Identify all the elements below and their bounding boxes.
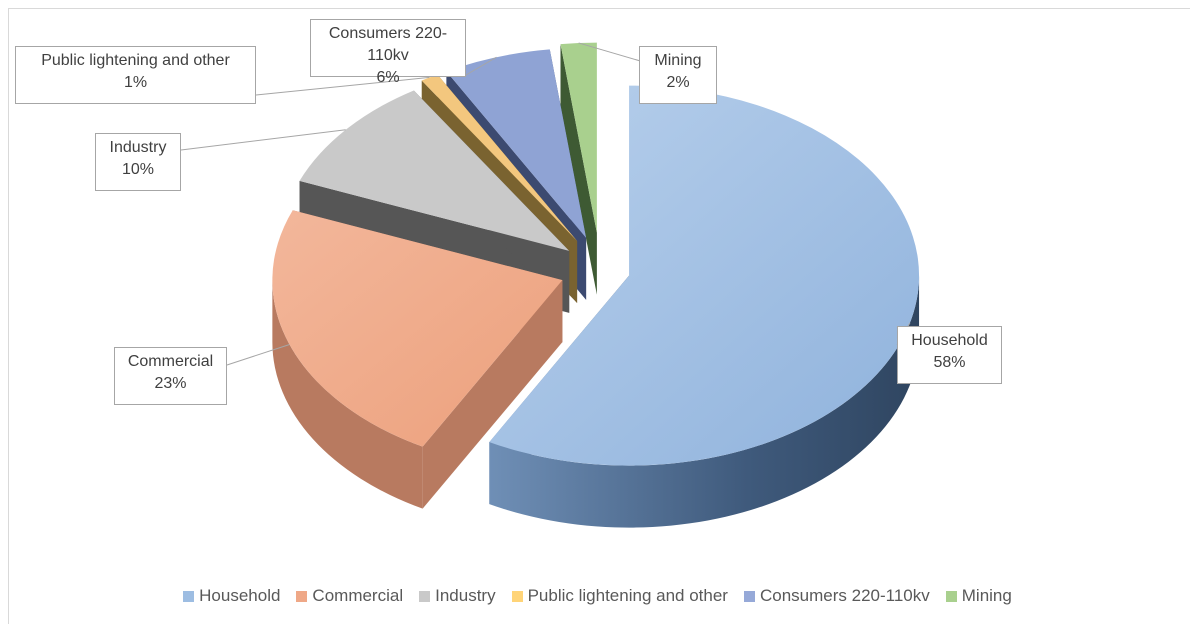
label-commercial: Commercial 23%: [114, 347, 227, 405]
label-household-value: 58%: [933, 354, 966, 371]
pie-slices: [272, 42, 920, 528]
label-consumers-value: 6%: [376, 69, 400, 86]
pie-slice-mining: [560, 42, 597, 295]
legend-item-household: Household: [183, 586, 280, 606]
legend-item-commercial: Commercial: [296, 586, 403, 606]
leader-line-commercial: [226, 344, 290, 366]
legend-swatch-commercial: [296, 590, 308, 602]
pie-slice-household: [489, 85, 920, 528]
legend-swatch-industry: [419, 590, 431, 602]
label-household-name: Household: [911, 332, 988, 349]
label-commercial-value: 23%: [154, 375, 187, 392]
label-public: Public lightening and other 1%: [15, 46, 256, 104]
pie-slice-wall-mining: [560, 44, 597, 295]
pie-slice-top-mining: [560, 42, 597, 233]
pie-slice-wall-commercial: [422, 280, 563, 509]
pie-slice-rim-commercial: [272, 280, 423, 509]
legend-swatch-public: [511, 590, 523, 602]
legend-label-industry: Industry: [435, 586, 496, 605]
legend-label-commercial: Commercial: [312, 586, 404, 605]
pie-slice-rim-household: [489, 275, 920, 528]
label-household: Household 58%: [897, 326, 1002, 384]
label-mining-value: 2%: [666, 74, 690, 91]
leader-line-consumers: [465, 56, 497, 76]
label-public-value: 1%: [123, 74, 148, 91]
pie-slice-top-commercial: [272, 210, 563, 447]
leader-line-public: [255, 76, 430, 96]
legend-label-public: Public lightening and other: [527, 586, 728, 605]
legend-item-public: Public lightening and other: [511, 586, 728, 606]
pie-slice-top-consumers: [446, 49, 587, 238]
legend-item-consumers: Consumers 220-110kv: [743, 586, 930, 606]
label-mining-name: Mining: [654, 52, 702, 69]
label-consumers: Consumers 220-110kv 6%: [310, 19, 466, 86]
chart-legend: Household Commercial Industry Public lig…: [0, 586, 1195, 606]
label-industry-name: Industry: [109, 139, 167, 156]
legend-item-industry: Industry: [419, 586, 496, 606]
label-public-name: Public lightening and other: [41, 52, 230, 69]
legend-item-mining: Mining: [945, 586, 1012, 606]
pie-slice-commercial: [272, 210, 563, 509]
leader-line-industry: [180, 129, 346, 151]
label-consumers-name: Consumers 220-110kv: [328, 25, 448, 64]
pie-slice-top-public: [421, 74, 578, 241]
label-mining: Mining 2%: [639, 46, 717, 104]
legend-swatch-household: [183, 590, 195, 602]
pie-slice-top-industry: [299, 90, 570, 251]
legend-label-household: Household: [199, 586, 281, 605]
legend-swatch-mining: [945, 590, 957, 602]
legend-label-consumers: Consumers 220-110kv: [759, 586, 930, 605]
legend-swatch-consumers: [743, 590, 755, 602]
label-commercial-name: Commercial: [127, 353, 214, 370]
chart-area: [8, 8, 1190, 624]
pie-slice-top-household: [489, 85, 920, 466]
label-industry-value: 10%: [121, 161, 155, 178]
label-industry: Industry 10%: [95, 133, 181, 191]
legend-label-mining: Mining: [961, 586, 1012, 605]
